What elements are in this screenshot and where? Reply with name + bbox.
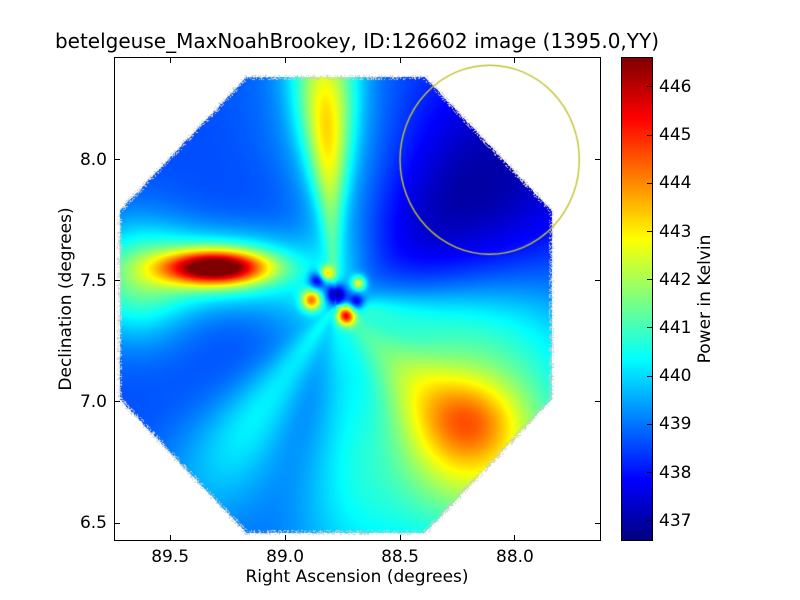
x-tick-mark	[284, 535, 286, 540]
colorbar-tick-mark	[647, 520, 652, 522]
y-tick-label: 6.5	[79, 513, 107, 534]
colorbar-tick-mark	[647, 86, 652, 88]
colorbar-tick-label: 441	[659, 317, 692, 338]
x-tick-label: 89.5	[151, 547, 190, 567]
heatmap-canvas	[115, 58, 600, 540]
colorbar-tick-label: 438	[659, 462, 692, 483]
x-tick-label: 88.5	[381, 547, 419, 567]
x-tick-mark-top	[169, 58, 171, 63]
x-tick-label: 88.0	[496, 547, 534, 567]
x-tick-mark-top	[284, 58, 286, 63]
colorbar-tick-label: 440	[659, 366, 692, 387]
x-tick-label: 89.0	[266, 547, 305, 567]
colorbar-canvas	[622, 58, 652, 540]
x-axis-label: Right Ascension (degrees)	[245, 567, 469, 587]
colorbar-tick-label: 442	[659, 269, 692, 290]
colorbar-tick-label: 437	[659, 510, 692, 531]
plot-axes	[114, 57, 601, 541]
x-tick-mark	[514, 535, 516, 540]
y-tick-label: 7.5	[79, 270, 107, 291]
y-tick-mark	[115, 401, 120, 403]
colorbar-tick-label: 439	[659, 414, 692, 435]
y-tick-mark-right	[595, 401, 600, 403]
colorbar-tick-mark	[647, 231, 652, 233]
y-tick-label: 8.0	[79, 149, 107, 170]
y-tick-mark	[115, 522, 120, 524]
x-tick-mark	[399, 535, 401, 540]
y-axis-label: Declination (degrees)	[56, 207, 76, 391]
y-tick-mark	[115, 159, 120, 161]
colorbar-tick-mark	[647, 182, 652, 184]
colorbar-tick-mark	[647, 327, 652, 329]
y-tick-mark-right	[595, 159, 600, 161]
colorbar-tick-mark	[647, 134, 652, 136]
colorbar-tick-label: 446	[659, 76, 692, 97]
colorbar-tick-mark	[647, 472, 652, 474]
y-tick-label: 7.0	[79, 391, 107, 412]
x-tick-mark	[169, 535, 171, 540]
y-tick-mark	[115, 280, 120, 282]
colorbar-tick-mark	[647, 375, 652, 377]
colorbar-label: Power in Kelvin	[695, 234, 715, 364]
y-tick-mark-right	[595, 280, 600, 282]
colorbar-tick-label: 444	[659, 173, 692, 194]
x-tick-mark-top	[399, 58, 401, 63]
colorbar-tick-mark	[647, 279, 652, 281]
y-tick-mark-right	[595, 522, 600, 524]
colorbar	[621, 57, 653, 541]
colorbar-tick-label: 445	[659, 125, 692, 146]
x-tick-mark-top	[514, 58, 516, 63]
chart-title: betelgeuse_MaxNoahBrookey, ID:126602 ima…	[54, 29, 660, 53]
colorbar-tick-label: 443	[659, 221, 692, 242]
colorbar-tick-mark	[647, 423, 652, 425]
